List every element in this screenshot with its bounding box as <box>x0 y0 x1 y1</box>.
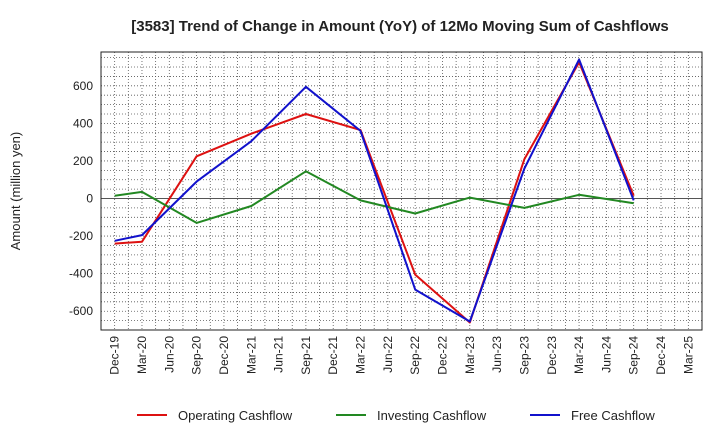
chart-title: [3583] Trend of Change in Amount (YoY) o… <box>131 18 669 35</box>
x-tick-label: Dec-22 <box>435 336 449 375</box>
x-tick-label: Jun-20 <box>162 336 176 373</box>
series-line-investing-cashflow <box>114 170 634 224</box>
legend: Operating Cashflow Investing Cashflow Free… <box>137 408 655 423</box>
y-tick-label: 400 <box>73 116 93 130</box>
y-tick-label: -400 <box>69 267 93 281</box>
y-tick-label: 0 <box>86 192 93 206</box>
series-line-free-cashflow <box>114 58 635 323</box>
legend-label: Free Cashflow <box>571 408 655 423</box>
x-tick-label: Jun-23 <box>490 336 504 373</box>
y-tick-label: 200 <box>73 154 93 168</box>
x-tick-label: Dec-24 <box>654 336 668 375</box>
x-tick-label: Dec-20 <box>217 336 231 375</box>
plot-area: -600 -400 -200 0 200 400 600 Dec-19 Mar-20 Jun-20… <box>69 51 703 375</box>
x-tick-label: Sep-24 <box>627 336 641 375</box>
x-tick-label: Jun-24 <box>599 336 613 373</box>
x-tick-label: Jun-21 <box>272 336 286 373</box>
x-tick-label: Dec-23 <box>545 336 559 375</box>
x-tick-label: Sep-21 <box>299 336 313 375</box>
y-tick-label: -200 <box>69 229 93 243</box>
x-tick-label: Jun-22 <box>381 336 395 373</box>
x-tick-label: Sep-23 <box>517 336 531 375</box>
x-tick-label: Mar-22 <box>354 336 368 374</box>
y-axis-label: Amount (million yen) <box>8 132 23 251</box>
x-tick-label: Mar-21 <box>244 336 258 374</box>
y-tick-label: -600 <box>69 304 93 318</box>
legend-label: Operating Cashflow <box>178 408 293 423</box>
x-tick-label: Sep-22 <box>408 336 422 375</box>
legend-label: Investing Cashflow <box>377 408 487 423</box>
x-tick-label: Mar-23 <box>463 336 477 374</box>
x-tick-label: Mar-24 <box>572 336 586 374</box>
x-tick-label: Dec-19 <box>108 336 122 375</box>
x-tick-label: Dec-21 <box>326 336 340 375</box>
plot-frame <box>100 51 703 331</box>
x-tick-label: Mar-20 <box>135 336 149 374</box>
x-tick-label: Mar-25 <box>681 336 695 374</box>
x-tick-label: Sep-20 <box>190 336 204 375</box>
y-tick-label: 600 <box>73 79 93 93</box>
